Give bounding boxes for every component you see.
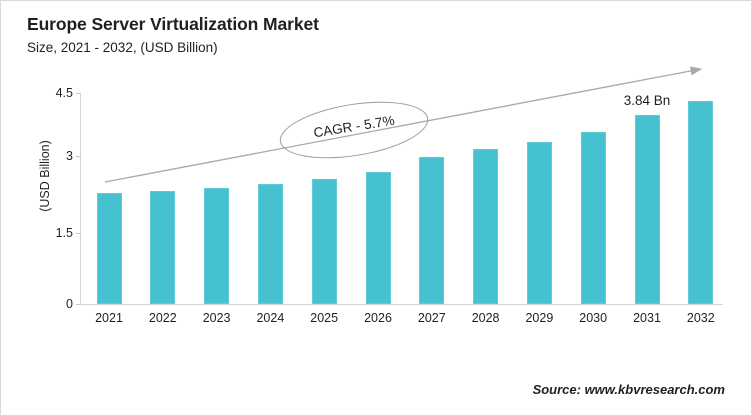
x-tick-label-2031: 2031 [633, 311, 661, 325]
y-tick-label-4.5: 4.5 [55, 86, 73, 100]
y-tick-label-1.5: 1.5 [55, 226, 73, 240]
x-tick-label-2029: 2029 [525, 311, 554, 325]
x-tick-label-2022: 2022 [148, 311, 177, 325]
y-tick-mark-3 [76, 156, 81, 157]
bar-2031 [634, 114, 660, 304]
x-tick-label-2025: 2025 [310, 311, 339, 325]
bar-2021 [96, 193, 122, 304]
x-tick-label-2032: 2032 [686, 311, 715, 325]
y-axis-title: (USD Billion) [38, 140, 52, 212]
bar-2024 [257, 184, 283, 304]
x-tick-label-2028: 2028 [471, 311, 500, 325]
data-label-2031: 3.84 Bn [623, 92, 671, 108]
y-tick-mark-0 [76, 304, 81, 305]
y-tick-mark-1.5 [76, 233, 81, 234]
bar-2028 [473, 149, 499, 304]
x-tick-label-2021: 2021 [95, 311, 123, 325]
x-tick-label-2026: 2026 [364, 311, 392, 325]
x-tick-label-2030: 2030 [579, 311, 608, 325]
bar-2032 [688, 100, 714, 304]
bar-2026 [365, 171, 391, 304]
x-axis-line [80, 304, 723, 305]
bar-2025 [311, 178, 337, 304]
y-tick-mark-4.5 [76, 93, 81, 94]
bar-2029 [526, 142, 552, 304]
page-title: Europe Server Virtualization Market [27, 14, 319, 34]
chart-subtitle: Size, 2021 - 2032, (USD Billion) [27, 40, 218, 55]
x-tick-label-2024: 2024 [256, 311, 285, 325]
bar-2027 [419, 156, 445, 304]
y-tick-label-3: 3 [66, 149, 73, 163]
bar-2023 [204, 188, 230, 304]
bar-2022 [150, 191, 176, 304]
source-attribution: Source: www.kbvresearch.com [532, 382, 725, 397]
bar-2030 [580, 131, 606, 304]
x-tick-label-2023: 2023 [202, 311, 231, 325]
y-axis-line [80, 93, 81, 304]
y-tick-label-0: 0 [66, 297, 73, 311]
x-tick-label-2027: 2027 [417, 311, 446, 325]
